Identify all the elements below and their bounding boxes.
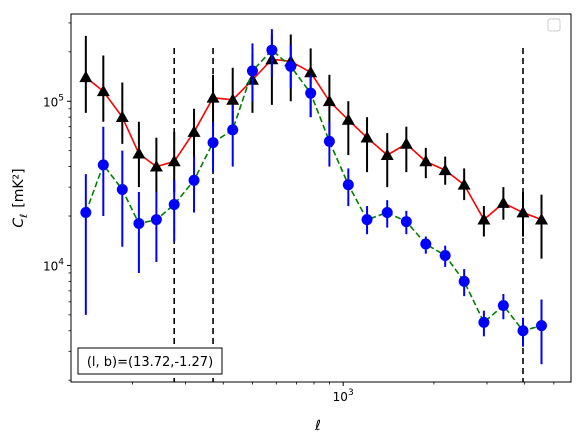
plot-frame [70,13,572,383]
y-axis-label-sub: ℓ [19,214,30,218]
circle-marker [381,207,393,219]
circle-marker [188,174,200,186]
triangle-marker [438,163,452,176]
triangle-marker [96,84,110,97]
circle-marker [80,207,92,219]
triangle-marker [115,110,129,123]
triangle-marker [457,178,471,190]
circle-marker [97,159,109,171]
circle-marker [133,218,145,230]
triangle-marker [167,154,181,167]
circle-marker [361,214,373,226]
plot-background [71,14,571,382]
circle-marker [458,275,470,287]
annotation-text: (l, b)=(13.72,-1.27) [87,355,213,370]
series-circle [80,29,548,365]
circle-marker [323,135,335,147]
circle-marker [207,137,219,149]
x-axis-label: ℓ [314,418,321,434]
circle-marker [536,320,548,332]
circle-marker [285,60,297,72]
circle-marker [400,216,412,228]
y-tick-label: 105 [43,93,64,109]
circle-marker [305,87,317,99]
circle-marker [478,316,490,328]
circle-marker [150,214,162,226]
circle-marker [497,300,509,312]
y-tick-label: 104 [43,257,64,273]
triangle-marker [322,94,336,107]
svg-text:Cℓ[mK²]: Cℓ [mK²] [11,168,30,227]
triangle-marker [341,113,355,125]
triangle-marker [187,125,201,137]
triangle-marker [226,93,240,105]
circle-marker [342,179,354,191]
circle-marker [246,65,258,77]
circle-marker [116,184,128,196]
x-tick-label: 103 [333,388,354,404]
triangle-marker [149,160,163,172]
triangle-marker [399,137,413,149]
y-axis-label-main: C [11,218,27,228]
triangle-marker [132,147,146,159]
circle-marker [266,44,278,56]
axis-ticks: 103 104 105 [43,22,555,404]
legend-box [547,18,561,32]
circle-marker [517,325,529,337]
annotation-box: (l, b)=(13.72,-1.27) [77,347,223,375]
triangle-marker [79,70,93,83]
triangle-marker [496,196,510,208]
y-axis-label-unit: [mK²] [11,168,27,207]
triangle-marker [477,213,491,225]
triangle-marker [535,213,549,225]
circle-marker [168,199,180,211]
circle-marker [227,124,239,136]
triangle-marker [206,91,220,103]
series-layer [79,29,549,365]
triangle-marker [419,154,433,167]
triangle-marker [380,148,394,160]
y-axis-label: Cℓ [mK²] [11,168,30,227]
circle-marker [439,249,451,261]
triangle-marker [516,206,530,218]
triangle-marker [360,131,374,143]
circle-marker [420,238,432,250]
triangle-marker [304,65,318,78]
